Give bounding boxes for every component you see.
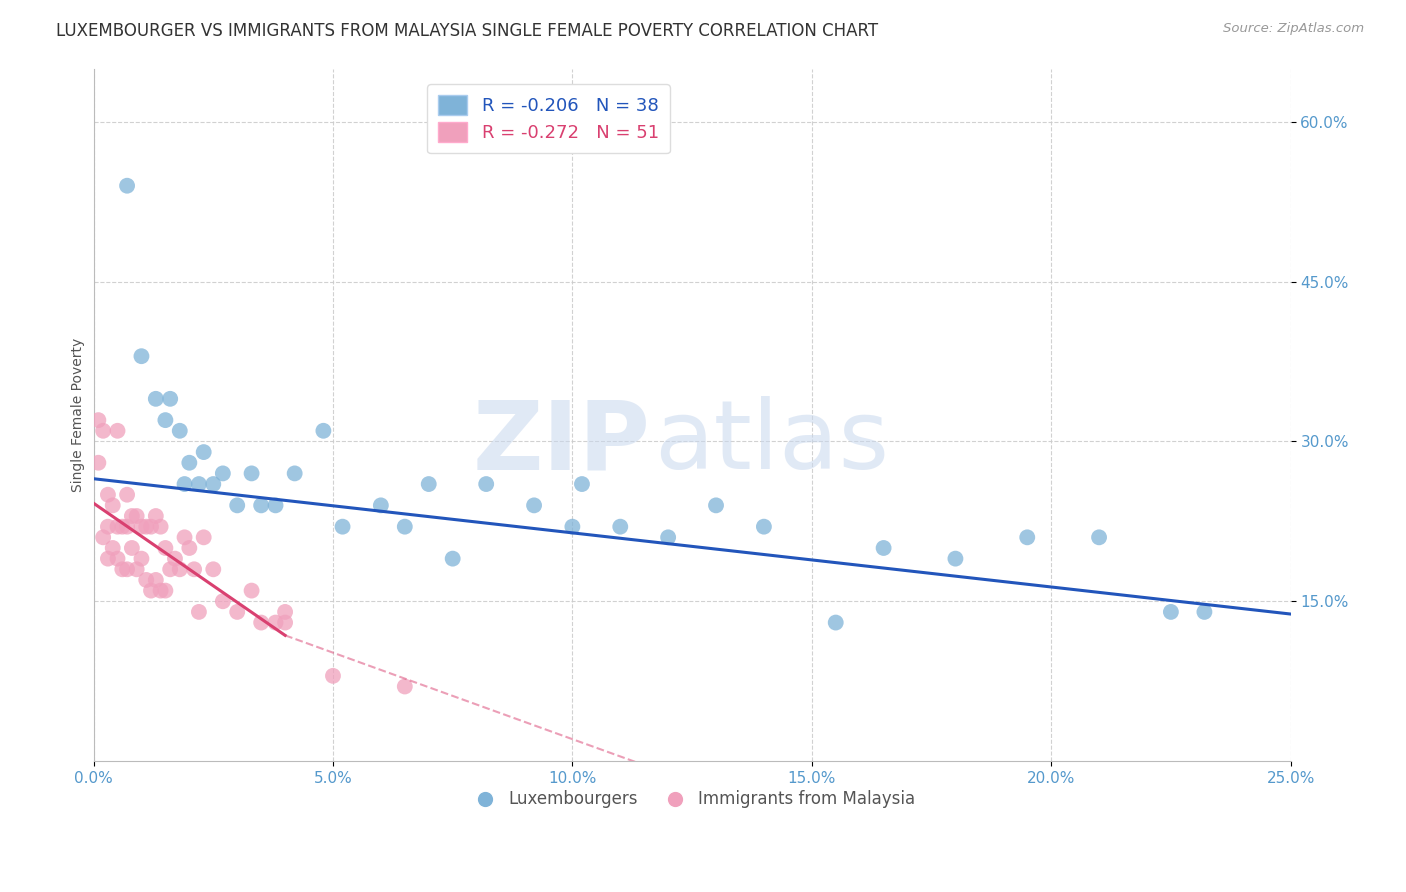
Point [145, 508, 167, 523]
Point [87, 413, 110, 427]
Point [121, 508, 143, 523]
Point [1194, 605, 1216, 619]
Point [135, 519, 157, 533]
Point [149, 583, 172, 598]
Point [163, 551, 186, 566]
Text: atlas: atlas [654, 396, 889, 489]
Point [418, 477, 440, 491]
Point [657, 530, 679, 544]
Point [274, 615, 297, 630]
Point [125, 562, 148, 576]
Point [91, 424, 114, 438]
Point [1017, 530, 1039, 544]
Point [115, 562, 138, 576]
Point [159, 392, 181, 406]
Point [187, 477, 209, 491]
Point [250, 615, 273, 630]
Point [212, 594, 235, 608]
Point [561, 519, 583, 533]
Point [145, 392, 167, 406]
Point [131, 551, 153, 566]
Point [370, 499, 392, 513]
Point [111, 519, 134, 533]
Point [179, 541, 201, 555]
Point [155, 413, 177, 427]
Point [193, 530, 215, 544]
Y-axis label: Single Female Poverty: Single Female Poverty [72, 338, 86, 491]
Point [264, 499, 287, 513]
Point [125, 508, 148, 523]
Point [202, 477, 225, 491]
Point [212, 467, 235, 481]
Point [91, 530, 114, 544]
Point [274, 605, 297, 619]
Point [107, 519, 129, 533]
Point [394, 680, 416, 694]
Point [824, 615, 846, 630]
Point [183, 562, 205, 576]
Text: ZIP: ZIP [472, 396, 650, 489]
Point [1160, 605, 1182, 619]
Point [155, 541, 177, 555]
Point [202, 562, 225, 576]
Point [115, 178, 138, 193]
Point [312, 424, 335, 438]
Point [139, 583, 162, 598]
Point [145, 573, 167, 587]
Point [97, 488, 120, 502]
Point [101, 499, 124, 513]
Point [169, 562, 191, 576]
Point [101, 541, 124, 555]
Point [135, 573, 157, 587]
Point [752, 519, 775, 533]
Point [945, 551, 967, 566]
Point [131, 349, 153, 363]
Point [121, 541, 143, 555]
Point [226, 499, 249, 513]
Point [264, 615, 287, 630]
Point [131, 519, 153, 533]
Point [169, 424, 191, 438]
Point [226, 605, 249, 619]
Point [523, 499, 546, 513]
Point [155, 583, 177, 598]
Point [115, 488, 138, 502]
Point [179, 456, 201, 470]
Point [149, 519, 172, 533]
Point [475, 477, 498, 491]
Point [704, 499, 727, 513]
Point [187, 605, 209, 619]
Point [97, 551, 120, 566]
Point [394, 519, 416, 533]
Point [115, 519, 138, 533]
Point [107, 551, 129, 566]
Point [111, 562, 134, 576]
Text: LUXEMBOURGER VS IMMIGRANTS FROM MALAYSIA SINGLE FEMALE POVERTY CORRELATION CHART: LUXEMBOURGER VS IMMIGRANTS FROM MALAYSIA… [56, 22, 879, 40]
Point [193, 445, 215, 459]
Point [240, 583, 263, 598]
Point [173, 530, 195, 544]
Text: Source: ZipAtlas.com: Source: ZipAtlas.com [1223, 22, 1364, 36]
Legend: Luxembourgers, Immigrants from Malaysia: Luxembourgers, Immigrants from Malaysia [463, 784, 922, 815]
Point [250, 499, 273, 513]
Point [240, 467, 263, 481]
Point [441, 551, 464, 566]
Point [139, 519, 162, 533]
Point [1088, 530, 1111, 544]
Point [173, 477, 195, 491]
Point [872, 541, 894, 555]
Point [107, 424, 129, 438]
Point [609, 519, 631, 533]
Point [87, 456, 110, 470]
Point [322, 669, 344, 683]
Point [332, 519, 354, 533]
Point [97, 519, 120, 533]
Point [284, 467, 307, 481]
Point [571, 477, 593, 491]
Point [159, 562, 181, 576]
